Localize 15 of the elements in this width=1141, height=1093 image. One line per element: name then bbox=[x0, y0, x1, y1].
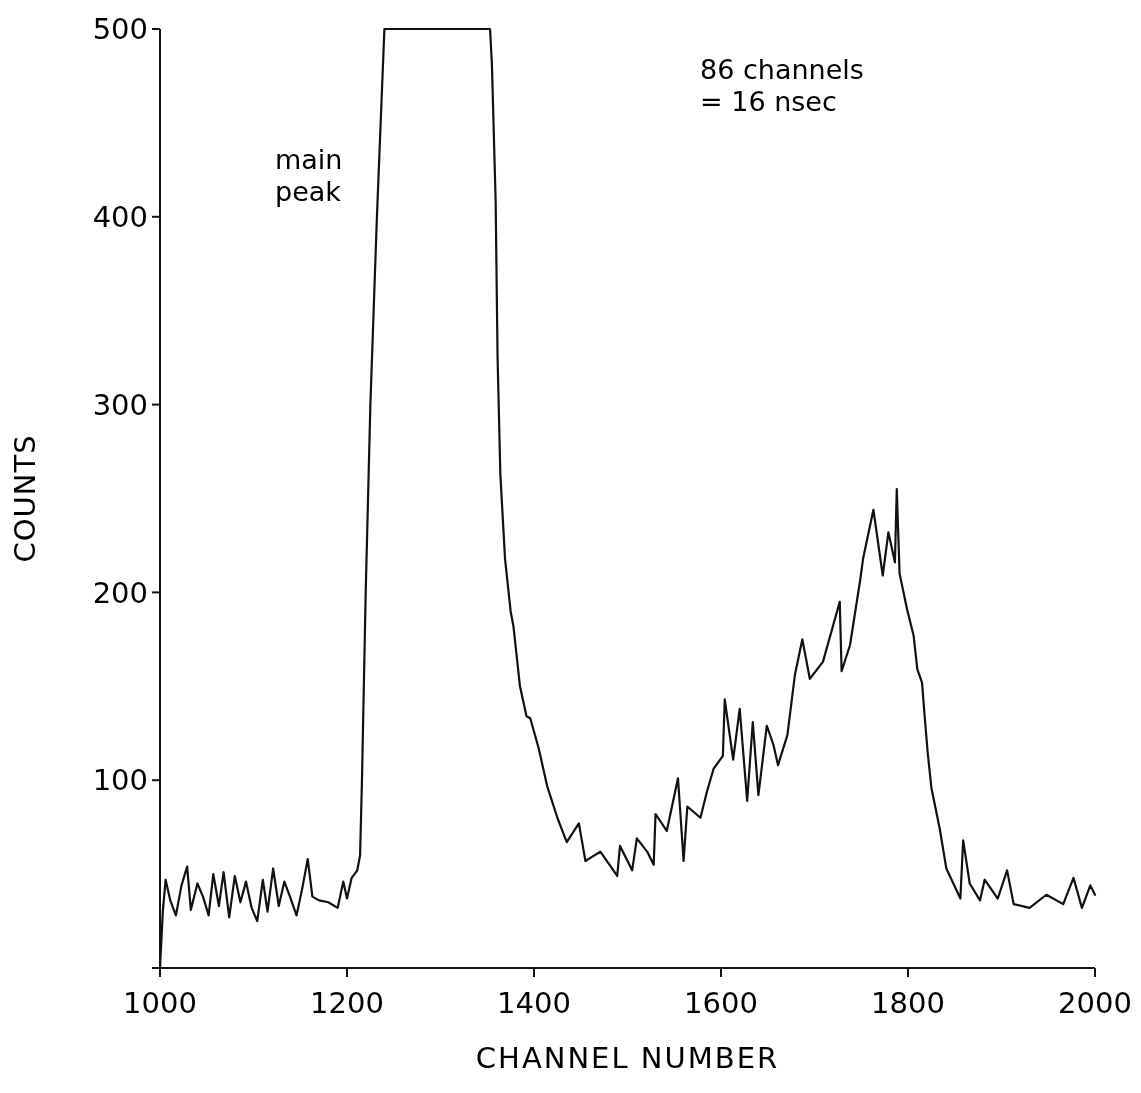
x-tick-label: 1200 bbox=[310, 986, 384, 1020]
y-tick-label: 100 bbox=[92, 763, 148, 798]
y-tick-label: 200 bbox=[92, 575, 148, 610]
x-axis-title: CHANNEL NUMBER bbox=[475, 1041, 780, 1075]
x-tick-label: 1000 bbox=[123, 986, 197, 1020]
x-tick-label: 2000 bbox=[1058, 986, 1132, 1020]
y-tick-label: 300 bbox=[92, 387, 148, 422]
y-tick-label: 500 bbox=[92, 12, 148, 47]
x-tick-label: 1600 bbox=[684, 986, 758, 1020]
y-axis-title: COUNTS bbox=[8, 434, 42, 563]
annotation: main peak bbox=[275, 144, 343, 208]
y-tick-label: 400 bbox=[92, 199, 148, 234]
x-tick-label: 1400 bbox=[497, 986, 571, 1020]
x-tick-label: 1800 bbox=[871, 986, 945, 1020]
annotation: 86 channels = 16 nsec bbox=[700, 54, 864, 118]
